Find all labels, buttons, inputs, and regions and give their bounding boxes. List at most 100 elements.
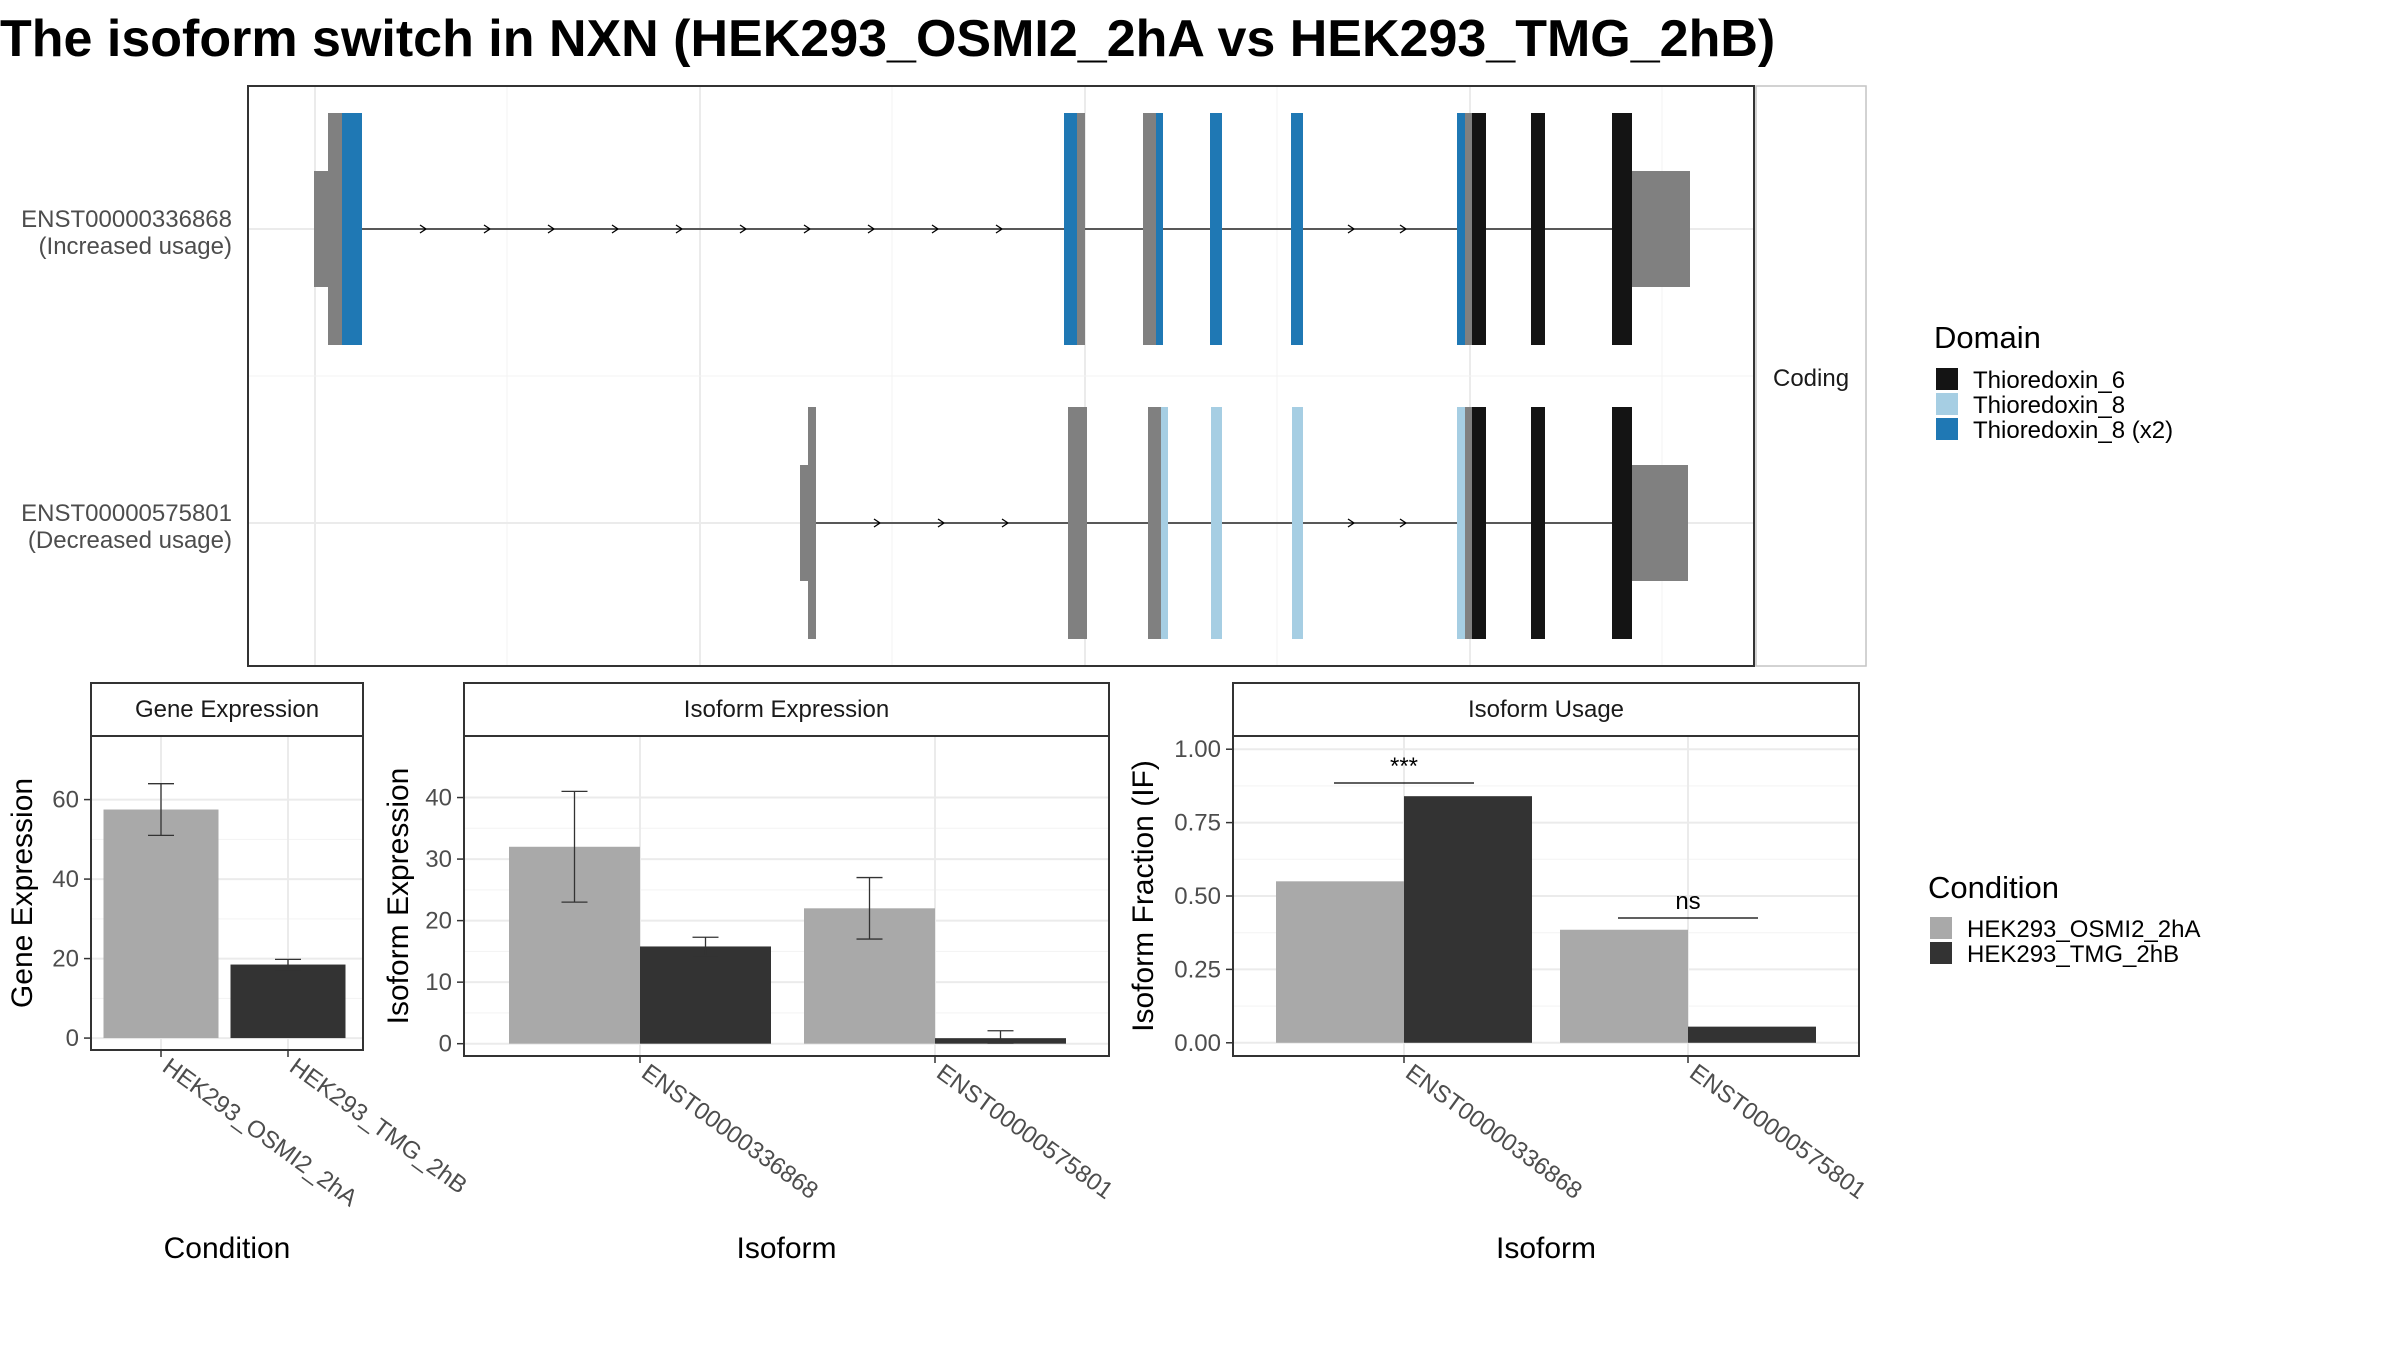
domain-segment-thioredoxin-8 xyxy=(1457,407,1465,639)
domain-legend-key xyxy=(1936,368,1958,390)
y-tick-label: 0.25 xyxy=(1174,956,1221,983)
domain-segment-thioredoxin-6 xyxy=(1472,113,1486,345)
x-tick-label: ENST00000336868 xyxy=(1400,1059,1586,1205)
transcript-id-label: ENST00000575801 xyxy=(21,500,232,527)
coding-strip-label: Coding xyxy=(1773,365,1849,392)
intron-direction-arrow xyxy=(483,224,492,234)
domain-segment-thioredoxin-6 xyxy=(1531,407,1545,639)
y-tick-label: 40 xyxy=(425,785,452,812)
transcript-usage-label: (Decreased usage) xyxy=(28,527,232,554)
domain-legend-label: Thioredoxin_8 (x2) xyxy=(1973,417,2173,444)
domain-segment-thioredoxin-8 xyxy=(1211,407,1222,639)
significance-label: ns xyxy=(1675,888,1700,915)
y-tick-label: 1.00 xyxy=(1174,736,1221,763)
domain-segment-thioredoxin-6 xyxy=(1472,407,1486,639)
exon-segment xyxy=(1465,113,1472,345)
bar xyxy=(1688,1026,1816,1043)
bar xyxy=(1276,881,1404,1043)
panel-strip xyxy=(90,682,364,737)
domain-segment-thioredoxin-6 xyxy=(1626,113,1632,345)
y-tick-label: 0.00 xyxy=(1174,1030,1221,1057)
domain-legend-key xyxy=(1936,393,1958,415)
domain-segment-thioredoxin-8-x2 xyxy=(1156,113,1163,345)
condition-legend-label: HEK293_OSMI2_2hA xyxy=(1967,916,2200,943)
intron-direction-arrow xyxy=(611,224,620,234)
intron-direction-arrow xyxy=(867,224,876,234)
domain-legend-label: Thioredoxin_8 xyxy=(1973,392,2125,419)
isoform-structure-panel: The isoform switch in NXN (HEK293_OSMI2_… xyxy=(0,10,1867,667)
condition-legend-key xyxy=(1930,917,1952,939)
exon-segment xyxy=(1077,113,1085,345)
y-tick-label: 40 xyxy=(52,866,79,893)
intron-direction-arrow xyxy=(803,224,812,234)
intron-direction-arrow xyxy=(1001,518,1010,528)
intron-direction-arrow xyxy=(1399,224,1408,234)
panel-strip xyxy=(1232,682,1860,737)
utr-segment xyxy=(800,465,808,581)
domain-segment-thioredoxin-8-x2 xyxy=(1457,113,1465,345)
y-axis-title: Isoform Expression xyxy=(382,768,415,1025)
intron-direction-arrow xyxy=(1347,518,1356,528)
x-axis-title: Isoform xyxy=(736,1232,836,1265)
isoform-usage-panel: *** ns Isoform Usage 0.00 0.25 0.50 0.75 1.00 EN… xyxy=(1127,682,1871,1265)
intron-direction-arrow xyxy=(931,224,940,234)
domain-segment-thioredoxin-8-x2 xyxy=(1064,113,1077,345)
panel-strip xyxy=(463,682,1110,737)
panel-strip-title: Gene Expression xyxy=(135,696,319,723)
x-tick-label: ENST00000575801 xyxy=(1684,1059,1870,1205)
intron-direction-arrow xyxy=(419,224,428,234)
domain-legend-label: Thioredoxin_6 xyxy=(1973,367,2125,394)
y-tick-label: 0.50 xyxy=(1174,883,1221,910)
domain-segment-thioredoxin-8 xyxy=(1292,407,1303,639)
y-axis-title: Gene Expression xyxy=(6,778,39,1008)
exon-segment xyxy=(1143,113,1156,345)
panel-strip-title: Isoform Usage xyxy=(1468,696,1624,723)
intron-direction-arrow xyxy=(547,224,556,234)
domain-segment-thioredoxin-6 xyxy=(1531,113,1545,345)
condition-legend-title: Condition xyxy=(1928,870,2059,905)
y-tick-label: 0.75 xyxy=(1174,810,1221,837)
domain-segment-thioredoxin-6 xyxy=(1612,113,1626,345)
y-tick-label: 0 xyxy=(439,1031,452,1058)
y-tick-label: 10 xyxy=(425,969,452,996)
x-tick-label: ENST00000575801 xyxy=(931,1059,1117,1205)
y-tick-label: 20 xyxy=(425,908,452,935)
domain-legend-title: Domain xyxy=(1934,320,2041,355)
y-tick-label: 20 xyxy=(52,946,79,973)
domain-segment-thioredoxin-6 xyxy=(1612,407,1632,639)
y-axis-title: Isoform Fraction (IF) xyxy=(1127,760,1160,1032)
figure-title: The isoform switch in NXN (HEK293_OSMI2_… xyxy=(0,10,1775,68)
structure-plot-border xyxy=(247,85,1755,667)
bar xyxy=(103,809,219,1039)
utr-segment xyxy=(314,171,328,287)
intron-direction-arrow xyxy=(873,518,882,528)
bar xyxy=(230,964,346,1039)
intron-direction-arrow xyxy=(937,518,946,528)
utr-segment xyxy=(1632,465,1688,581)
coding-strip xyxy=(1755,85,1867,667)
domain-segment-thioredoxin-8-x2 xyxy=(1210,113,1222,345)
domain-legend-key xyxy=(1936,418,1958,440)
x-axis-title: Isoform xyxy=(1496,1232,1596,1265)
condition-legend-key xyxy=(1930,942,1952,964)
bar xyxy=(1404,796,1532,1043)
x-axis-title: Condition xyxy=(164,1232,291,1265)
significance-label: *** xyxy=(1390,753,1418,780)
intron-direction-arrow xyxy=(995,224,1004,234)
transcript-id-label: ENST00000336868 xyxy=(21,206,232,233)
exon-segment xyxy=(808,407,816,639)
domain-segment-thioredoxin-8-x2 xyxy=(342,113,362,345)
utr-segment xyxy=(1632,171,1690,287)
exon-segment xyxy=(1068,407,1087,639)
intron-direction-arrow xyxy=(739,224,748,234)
intron-direction-arrow xyxy=(1399,518,1408,528)
isoform-expression-panel: Isoform Expression 0 10 20 30 40 ENST000003368… xyxy=(382,682,1118,1265)
panel-strip-title: Isoform Expression xyxy=(684,696,889,723)
y-tick-label: 60 xyxy=(52,787,79,814)
bar xyxy=(1560,929,1688,1043)
legends: Domain Thioredoxin_6Thioredoxin_8Thioredo… xyxy=(1928,320,2200,968)
exon-segment xyxy=(1465,407,1472,639)
x-tick-label: ENST00000336868 xyxy=(636,1059,822,1205)
bar xyxy=(640,946,771,1044)
